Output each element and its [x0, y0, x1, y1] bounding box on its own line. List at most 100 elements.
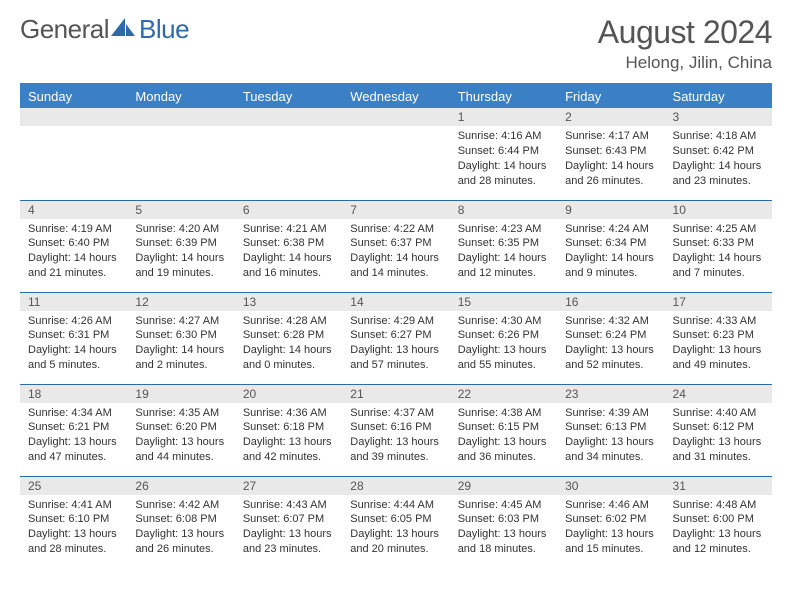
- day-number: 1: [450, 108, 557, 126]
- weekday-header: Sunday: [20, 84, 127, 108]
- calendar-cell: 7Sunrise: 4:22 AMSunset: 6:37 PMDaylight…: [342, 200, 449, 292]
- day-number: [235, 108, 342, 126]
- day-content: Sunrise: 4:38 AMSunset: 6:15 PMDaylight:…: [450, 403, 557, 471]
- weekday-header: Saturday: [665, 84, 772, 108]
- day-number: 11: [20, 293, 127, 311]
- weekday-header: Monday: [127, 84, 234, 108]
- day-content: Sunrise: 4:17 AMSunset: 6:43 PMDaylight:…: [557, 126, 664, 194]
- calendar-cell: 22Sunrise: 4:38 AMSunset: 6:15 PMDayligh…: [450, 384, 557, 476]
- day-content: Sunrise: 4:45 AMSunset: 6:03 PMDaylight:…: [450, 495, 557, 563]
- location: Helong, Jilin, China: [598, 53, 772, 73]
- weekday-header: Thursday: [450, 84, 557, 108]
- day-number: 27: [235, 477, 342, 495]
- calendar-cell: 27Sunrise: 4:43 AMSunset: 6:07 PMDayligh…: [235, 476, 342, 568]
- day-number: 19: [127, 385, 234, 403]
- day-content: Sunrise: 4:22 AMSunset: 6:37 PMDaylight:…: [342, 219, 449, 287]
- calendar-cell: 15Sunrise: 4:30 AMSunset: 6:26 PMDayligh…: [450, 292, 557, 384]
- calendar-cell: 26Sunrise: 4:42 AMSunset: 6:08 PMDayligh…: [127, 476, 234, 568]
- calendar-cell: [235, 108, 342, 200]
- day-number: 30: [557, 477, 664, 495]
- day-number: 9: [557, 201, 664, 219]
- day-content: Sunrise: 4:42 AMSunset: 6:08 PMDaylight:…: [127, 495, 234, 563]
- day-number: 22: [450, 385, 557, 403]
- calendar-cell: 1Sunrise: 4:16 AMSunset: 6:44 PMDaylight…: [450, 108, 557, 200]
- day-content: [20, 126, 127, 135]
- day-content: Sunrise: 4:20 AMSunset: 6:39 PMDaylight:…: [127, 219, 234, 287]
- day-content: Sunrise: 4:41 AMSunset: 6:10 PMDaylight:…: [20, 495, 127, 563]
- weekday-header: Friday: [557, 84, 664, 108]
- calendar-cell: 30Sunrise: 4:46 AMSunset: 6:02 PMDayligh…: [557, 476, 664, 568]
- day-number: [342, 108, 449, 126]
- day-number: 20: [235, 385, 342, 403]
- logo: General Blue: [20, 14, 189, 45]
- calendar-cell: 14Sunrise: 4:29 AMSunset: 6:27 PMDayligh…: [342, 292, 449, 384]
- day-number: 7: [342, 201, 449, 219]
- calendar-week-row: 25Sunrise: 4:41 AMSunset: 6:10 PMDayligh…: [20, 476, 772, 568]
- calendar-cell: 11Sunrise: 4:26 AMSunset: 6:31 PMDayligh…: [20, 292, 127, 384]
- calendar-cell: 13Sunrise: 4:28 AMSunset: 6:28 PMDayligh…: [235, 292, 342, 384]
- calendar-cell: 12Sunrise: 4:27 AMSunset: 6:30 PMDayligh…: [127, 292, 234, 384]
- month-title: August 2024: [598, 14, 772, 51]
- day-content: Sunrise: 4:23 AMSunset: 6:35 PMDaylight:…: [450, 219, 557, 287]
- calendar-cell: 18Sunrise: 4:34 AMSunset: 6:21 PMDayligh…: [20, 384, 127, 476]
- day-content: Sunrise: 4:29 AMSunset: 6:27 PMDaylight:…: [342, 311, 449, 379]
- weekday-header: Wednesday: [342, 84, 449, 108]
- day-content: Sunrise: 4:39 AMSunset: 6:13 PMDaylight:…: [557, 403, 664, 471]
- calendar-cell: 10Sunrise: 4:25 AMSunset: 6:33 PMDayligh…: [665, 200, 772, 292]
- calendar-cell: [342, 108, 449, 200]
- calendar-cell: 23Sunrise: 4:39 AMSunset: 6:13 PMDayligh…: [557, 384, 664, 476]
- calendar-cell: 17Sunrise: 4:33 AMSunset: 6:23 PMDayligh…: [665, 292, 772, 384]
- day-content: Sunrise: 4:16 AMSunset: 6:44 PMDaylight:…: [450, 126, 557, 194]
- calendar-week-row: 18Sunrise: 4:34 AMSunset: 6:21 PMDayligh…: [20, 384, 772, 476]
- day-content: Sunrise: 4:48 AMSunset: 6:00 PMDaylight:…: [665, 495, 772, 563]
- day-number: 15: [450, 293, 557, 311]
- calendar-week-row: 11Sunrise: 4:26 AMSunset: 6:31 PMDayligh…: [20, 292, 772, 384]
- calendar-body: 1Sunrise: 4:16 AMSunset: 6:44 PMDaylight…: [20, 108, 772, 568]
- day-content: Sunrise: 4:34 AMSunset: 6:21 PMDaylight:…: [20, 403, 127, 471]
- day-number: 28: [342, 477, 449, 495]
- calendar-cell: 24Sunrise: 4:40 AMSunset: 6:12 PMDayligh…: [665, 384, 772, 476]
- day-content: Sunrise: 4:26 AMSunset: 6:31 PMDaylight:…: [20, 311, 127, 379]
- day-number: 16: [557, 293, 664, 311]
- day-content: Sunrise: 4:44 AMSunset: 6:05 PMDaylight:…: [342, 495, 449, 563]
- day-number: 24: [665, 385, 772, 403]
- logo-sail-icon: [111, 14, 137, 45]
- day-number: 25: [20, 477, 127, 495]
- day-content: Sunrise: 4:32 AMSunset: 6:24 PMDaylight:…: [557, 311, 664, 379]
- title-block: August 2024 Helong, Jilin, China: [598, 14, 772, 73]
- day-content: Sunrise: 4:35 AMSunset: 6:20 PMDaylight:…: [127, 403, 234, 471]
- day-number: 23: [557, 385, 664, 403]
- day-content: Sunrise: 4:46 AMSunset: 6:02 PMDaylight:…: [557, 495, 664, 563]
- day-content: [127, 126, 234, 135]
- calendar-cell: 20Sunrise: 4:36 AMSunset: 6:18 PMDayligh…: [235, 384, 342, 476]
- day-number: 17: [665, 293, 772, 311]
- day-number: 10: [665, 201, 772, 219]
- calendar-cell: [127, 108, 234, 200]
- day-number: 29: [450, 477, 557, 495]
- day-number: 8: [450, 201, 557, 219]
- day-number: 4: [20, 201, 127, 219]
- logo-text-general: General: [20, 14, 109, 45]
- calendar-week-row: 4Sunrise: 4:19 AMSunset: 6:40 PMDaylight…: [20, 200, 772, 292]
- day-content: Sunrise: 4:33 AMSunset: 6:23 PMDaylight:…: [665, 311, 772, 379]
- calendar-cell: 16Sunrise: 4:32 AMSunset: 6:24 PMDayligh…: [557, 292, 664, 384]
- day-content: Sunrise: 4:27 AMSunset: 6:30 PMDaylight:…: [127, 311, 234, 379]
- day-content: Sunrise: 4:28 AMSunset: 6:28 PMDaylight:…: [235, 311, 342, 379]
- day-content: Sunrise: 4:36 AMSunset: 6:18 PMDaylight:…: [235, 403, 342, 471]
- day-content: Sunrise: 4:30 AMSunset: 6:26 PMDaylight:…: [450, 311, 557, 379]
- calendar-cell: 19Sunrise: 4:35 AMSunset: 6:20 PMDayligh…: [127, 384, 234, 476]
- day-number: 3: [665, 108, 772, 126]
- day-number: 2: [557, 108, 664, 126]
- calendar-cell: 9Sunrise: 4:24 AMSunset: 6:34 PMDaylight…: [557, 200, 664, 292]
- calendar-cell: 4Sunrise: 4:19 AMSunset: 6:40 PMDaylight…: [20, 200, 127, 292]
- day-number: 6: [235, 201, 342, 219]
- calendar-cell: 25Sunrise: 4:41 AMSunset: 6:10 PMDayligh…: [20, 476, 127, 568]
- calendar-cell: 21Sunrise: 4:37 AMSunset: 6:16 PMDayligh…: [342, 384, 449, 476]
- day-content: Sunrise: 4:21 AMSunset: 6:38 PMDaylight:…: [235, 219, 342, 287]
- day-content: [342, 126, 449, 135]
- calendar-cell: 29Sunrise: 4:45 AMSunset: 6:03 PMDayligh…: [450, 476, 557, 568]
- day-number: 13: [235, 293, 342, 311]
- day-number: 26: [127, 477, 234, 495]
- calendar-cell: 28Sunrise: 4:44 AMSunset: 6:05 PMDayligh…: [342, 476, 449, 568]
- logo-text-blue: Blue: [139, 14, 189, 45]
